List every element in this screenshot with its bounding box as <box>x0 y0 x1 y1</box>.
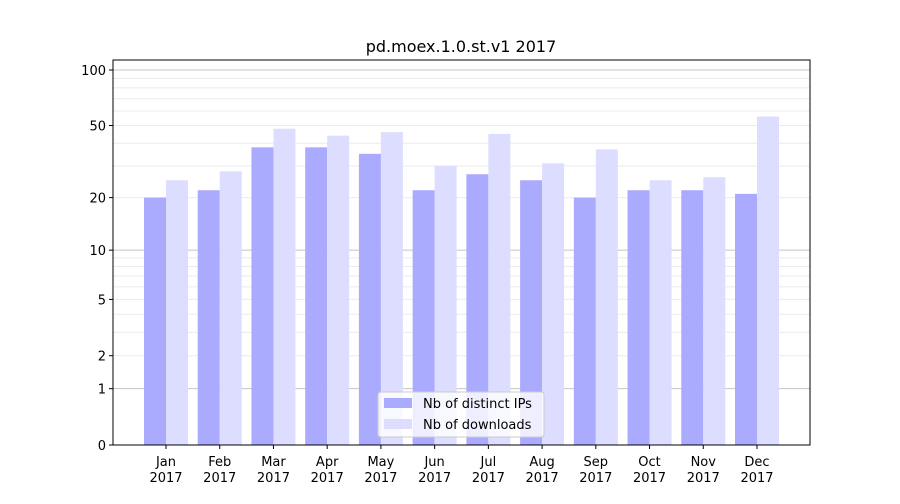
x-tick-label-year: 2017 <box>149 471 182 486</box>
x-tick-label-month: Oct <box>638 455 660 470</box>
bar-downloads <box>327 135 350 445</box>
x-tick-label-month: May <box>367 455 394 470</box>
x-tick-label-month: Jul <box>480 455 497 470</box>
x-tick-label-year: 2017 <box>203 471 236 486</box>
legend-swatch <box>384 419 412 429</box>
x-tick-label-month: Jun <box>423 455 444 470</box>
y-tick-label: 50 <box>89 120 106 135</box>
legend-label: Nb of downloads <box>423 418 532 433</box>
bar-downloads <box>757 116 779 446</box>
bar-distinct-ips <box>520 180 543 445</box>
x-tick-label-year: 2017 <box>633 471 666 486</box>
x-tick-label-year: 2017 <box>740 471 773 486</box>
bar-distinct-ips <box>197 190 220 445</box>
bar-distinct-ips <box>627 190 650 445</box>
x-tick-label-year: 2017 <box>418 471 451 486</box>
bar-distinct-ips <box>466 174 489 445</box>
x-tick-label-month: Feb <box>208 455 231 470</box>
bar-downloads <box>434 165 457 445</box>
bar-downloads <box>542 163 565 446</box>
bar-downloads <box>273 128 296 446</box>
y-tick-label: 0 <box>98 439 106 454</box>
legend: Nb of distinct IPs Nb of downloads <box>377 391 545 438</box>
bar-downloads <box>166 180 188 445</box>
x-tick-label-year: 2017 <box>526 471 559 486</box>
bar-distinct-ips <box>144 197 166 445</box>
x-tick-label-month: Mar <box>261 455 286 470</box>
chart-title: pd.moex.1.0.st.v1 2017 <box>366 37 557 56</box>
bar-distinct-ips <box>305 147 328 445</box>
bar-downloads <box>595 149 618 446</box>
bar-downloads <box>649 180 672 445</box>
y-tick-label: 2 <box>98 350 106 365</box>
y-axis: 0 1 2 5 10 20 50 100 <box>81 64 113 454</box>
bar-downloads <box>219 171 242 446</box>
y-tick-label: 100 <box>81 64 106 79</box>
plot-frame <box>112 59 811 446</box>
bar-distinct-ips <box>681 190 704 445</box>
x-tick-label-month: Aug <box>529 455 554 470</box>
bar-distinct-ips <box>735 193 757 445</box>
x-tick-label-year: 2017 <box>579 471 612 486</box>
x-tick-label-year: 2017 <box>364 471 397 486</box>
bar-downloads <box>380 132 403 446</box>
bar-distinct-ips <box>251 147 274 445</box>
x-tick-label-year: 2017 <box>311 471 344 486</box>
bar-downloads <box>703 177 726 445</box>
y-tick-label: 10 <box>89 244 106 259</box>
x-tick-label-month: Nov <box>691 455 717 470</box>
bar-downloads <box>488 133 511 445</box>
x-tick-label-month: Sep <box>584 455 609 470</box>
x-tick-label-month: Jan <box>155 455 176 470</box>
x-tick-label-year: 2017 <box>257 471 290 486</box>
bar-distinct-ips <box>573 197 596 445</box>
y-tick-label: 1 <box>98 383 106 398</box>
bar-distinct-ips <box>358 153 381 445</box>
x-tick-label-month: Apr <box>316 455 339 470</box>
x-tick-label-year: 2017 <box>472 471 505 486</box>
legend-label: Nb of distinct IPs <box>423 397 532 412</box>
x-tick-label-month: Dec <box>744 455 769 470</box>
y-tick-label: 5 <box>98 293 106 308</box>
legend-box <box>377 391 545 438</box>
bars <box>144 116 779 446</box>
x-tick-label-year: 2017 <box>687 471 720 486</box>
bar-distinct-ips <box>412 190 435 445</box>
y-tick-label: 20 <box>89 192 106 207</box>
legend-swatch <box>384 398 412 408</box>
x-axis: Jan2017Feb2017Mar2017Apr2017May2017Jun20… <box>149 445 774 486</box>
